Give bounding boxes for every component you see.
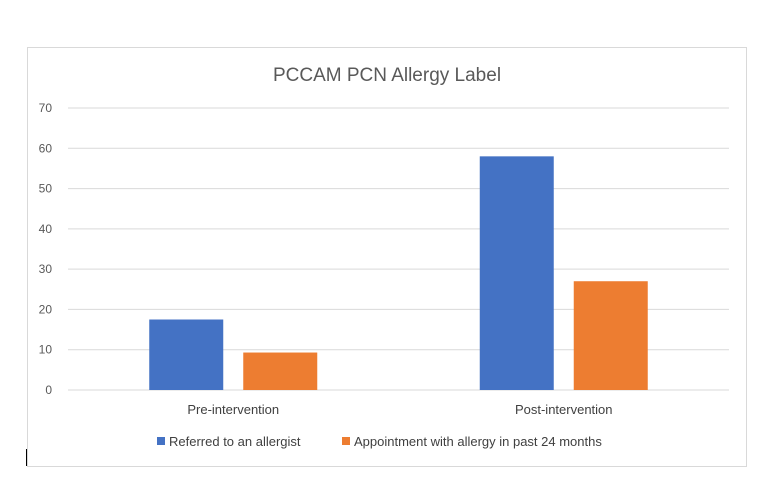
legend-swatch xyxy=(157,437,165,445)
y-axis-ticks: 0 10 20 30 40 50 60 70 xyxy=(39,101,53,397)
y-tick-label: 70 xyxy=(39,101,53,115)
y-tick-label: 10 xyxy=(39,343,53,357)
bars xyxy=(149,156,648,390)
text-cursor xyxy=(26,449,27,466)
bar xyxy=(149,319,224,390)
legend: Referred to an allergist Appointment with… xyxy=(157,434,602,449)
x-tick-label: Post-intervention xyxy=(515,402,613,417)
y-tick-label: 60 xyxy=(39,141,53,155)
bar xyxy=(479,156,554,390)
legend-label: Appointment with allergy in past 24 mont… xyxy=(354,434,602,449)
bar xyxy=(243,352,318,390)
chart-title: PCCAM PCN Allergy Label xyxy=(273,65,501,86)
y-tick-label: 40 xyxy=(39,222,53,236)
y-tick-label: 0 xyxy=(45,383,52,397)
legend-label: Referred to an allergist xyxy=(169,434,301,449)
y-tick-label: 20 xyxy=(39,302,53,316)
x-tick-label: Pre-intervention xyxy=(187,402,279,417)
x-axis-labels: Pre-intervention Post-intervention xyxy=(187,402,612,417)
y-tick-label: 50 xyxy=(39,182,53,196)
chart-frame xyxy=(27,47,747,467)
bar xyxy=(573,281,648,390)
y-tick-label: 30 xyxy=(39,262,53,276)
legend-swatch xyxy=(342,437,350,445)
